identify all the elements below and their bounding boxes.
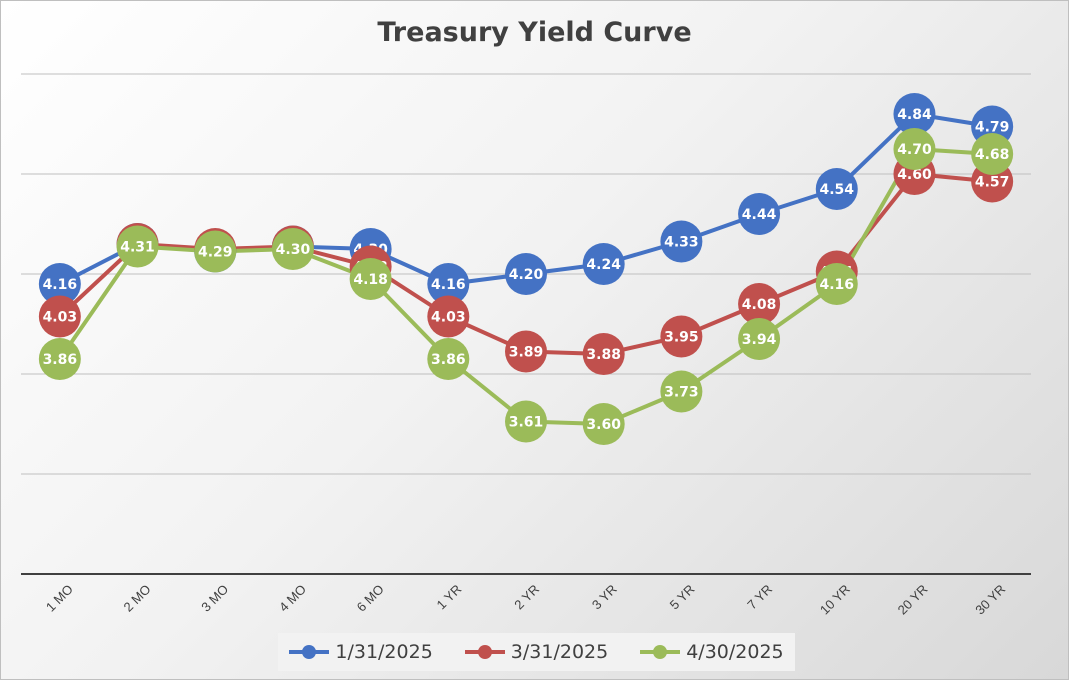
data-label: 4.30 bbox=[276, 242, 311, 258]
data-label: 3.60 bbox=[586, 417, 621, 433]
x-tick-label: 2 YR bbox=[511, 582, 542, 613]
x-tick-label: 7 YR bbox=[744, 582, 775, 613]
data-point bbox=[505, 330, 547, 373]
data-point bbox=[116, 225, 159, 268]
data-point bbox=[194, 230, 237, 273]
data-point bbox=[660, 370, 703, 413]
data-point bbox=[660, 220, 703, 263]
data-label: 4.29 bbox=[198, 245, 233, 261]
x-tick-label: 10 YR bbox=[817, 582, 853, 618]
data-label: 4.16 bbox=[43, 277, 78, 293]
legend-marker bbox=[289, 645, 330, 659]
data-label: 4.18 bbox=[353, 272, 388, 288]
legend-item: 3/31/2025 bbox=[464, 641, 609, 663]
x-tick-label: 6 MO bbox=[354, 582, 387, 615]
data-point bbox=[349, 258, 392, 300]
data-label: 4.79 bbox=[975, 120, 1010, 136]
data-label: 4.54 bbox=[819, 182, 854, 198]
data-label: 3.86 bbox=[431, 352, 466, 368]
data-point bbox=[427, 295, 470, 338]
data-label: 4.68 bbox=[975, 147, 1010, 163]
data-label: 3.61 bbox=[509, 415, 544, 431]
data-label: 4.33 bbox=[664, 235, 699, 251]
data-label: 4.16 bbox=[431, 277, 466, 293]
data-label: 3.88 bbox=[586, 347, 621, 363]
data-label: 4.31 bbox=[120, 240, 155, 256]
series-points: 4.164.324.294.314.304.164.204.244.334.44… bbox=[38, 93, 1014, 445]
legend-label: 1/31/2025 bbox=[335, 641, 433, 663]
data-point bbox=[738, 193, 781, 235]
data-label: 4.16 bbox=[819, 277, 854, 293]
x-tick-label: 5 YR bbox=[667, 582, 698, 613]
data-point bbox=[815, 263, 858, 305]
gridlines bbox=[21, 73, 1031, 575]
data-label: 3.94 bbox=[742, 332, 777, 348]
data-label: 4.08 bbox=[742, 297, 777, 313]
data-label: 3.89 bbox=[509, 345, 544, 361]
legend-item: 1/31/2025 bbox=[289, 641, 433, 663]
data-label: 4.20 bbox=[509, 267, 544, 283]
x-tick-label: 1 MO bbox=[43, 582, 76, 615]
data-label: 4.57 bbox=[975, 175, 1010, 191]
data-point bbox=[660, 315, 703, 358]
x-tick-label: 3 MO bbox=[198, 582, 231, 615]
data-point bbox=[505, 400, 547, 443]
data-point bbox=[427, 263, 470, 305]
x-tick-label: 30 YR bbox=[972, 582, 1008, 618]
data-point bbox=[427, 338, 470, 380]
data-point bbox=[893, 128, 936, 170]
data-point bbox=[582, 243, 625, 285]
data-label: 4.60 bbox=[897, 167, 932, 183]
data-point bbox=[738, 283, 781, 325]
legend-label: 3/31/2025 bbox=[510, 641, 609, 663]
data-label: 4.03 bbox=[431, 310, 466, 326]
legend-item: 4/30/2025 bbox=[640, 641, 784, 663]
x-tick-label: 1 YR bbox=[434, 582, 465, 613]
data-label: 4.03 bbox=[43, 310, 78, 326]
chart-title: Treasury Yield Curve bbox=[377, 17, 692, 48]
data-label: 3.73 bbox=[664, 385, 699, 401]
data-label: 4.44 bbox=[742, 207, 777, 223]
data-label: 3.86 bbox=[43, 352, 78, 368]
data-label: 4.70 bbox=[897, 142, 932, 158]
data-point bbox=[738, 318, 781, 360]
data-label: 3.95 bbox=[664, 330, 699, 346]
legend-marker bbox=[464, 645, 505, 659]
legend-marker bbox=[640, 645, 681, 659]
data-point bbox=[582, 403, 625, 445]
x-tick-label: 20 YR bbox=[895, 582, 931, 618]
data-point bbox=[893, 93, 936, 135]
x-tick-label: 3 YR bbox=[589, 582, 620, 613]
data-point bbox=[38, 295, 81, 338]
data-point bbox=[505, 253, 547, 295]
data-label: 4.84 bbox=[897, 107, 932, 123]
data-point bbox=[582, 333, 625, 375]
legend: 1/31/2025 3/31/2025 4/30/2025 bbox=[278, 633, 795, 671]
x-tick-label: 2 MO bbox=[121, 582, 154, 615]
x-axis-ticks: 1 MO 2 MO 3 MO 4 MO 6 MO 1 YR 2 YR 3 YR 5 YR 7 YR… bbox=[43, 582, 1008, 618]
x-tick-label: 4 MO bbox=[276, 582, 309, 615]
legend-label: 4/30/2025 bbox=[686, 641, 784, 663]
data-point bbox=[38, 338, 81, 380]
data-point bbox=[38, 263, 81, 305]
data-point bbox=[815, 168, 858, 210]
data-label: 4.24 bbox=[586, 257, 621, 273]
data-point bbox=[271, 228, 314, 270]
data-point bbox=[971, 133, 1014, 175]
